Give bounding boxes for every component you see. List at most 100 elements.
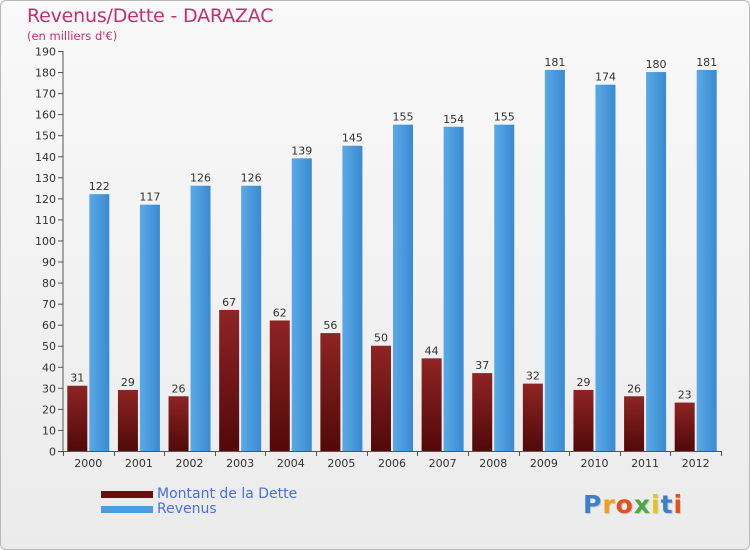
bar-revenus (139, 204, 160, 451)
data-label-revenus: 117 (139, 191, 160, 204)
data-label-revenus: 155 (393, 111, 414, 124)
x-tick-label: 2005 (327, 457, 355, 470)
data-label-revenus: 174 (595, 71, 616, 84)
bar-revenus (342, 145, 363, 451)
legend-label-revenus: Revenus (157, 501, 217, 517)
bar-revenus (89, 194, 110, 451)
data-label-revenus: 181 (696, 56, 717, 69)
data-label-debt: 26 (172, 382, 186, 395)
data-label-revenus: 126 (241, 172, 262, 185)
bar-debt (117, 389, 138, 451)
y-tick-label: 120 (35, 193, 56, 206)
bar-debt (624, 396, 645, 451)
logo-letter: i (651, 490, 661, 519)
labels: 31 122 29 117 26 126 67 126 62 139 56 145 50 155 44 154… (70, 56, 717, 402)
data-label-debt: 32 (526, 370, 540, 383)
y-tick-label: 40 (42, 361, 56, 374)
proxiti-logo: Proxiti (583, 490, 683, 519)
x-tick-label: 2000 (74, 457, 102, 470)
y-tick-label: 10 (42, 424, 56, 437)
data-label-revenus: 122 (89, 180, 110, 193)
bar-revenus (241, 185, 262, 451)
y-tick-label: 0 (49, 446, 56, 459)
data-label-revenus: 181 (544, 56, 565, 69)
data-label-debt: 37 (475, 359, 489, 372)
y-tick-label: 50 (42, 340, 56, 353)
y-tick-label: 30 (42, 382, 56, 395)
bar-revenus (494, 124, 515, 452)
x-tick-label: 2012 (682, 457, 710, 470)
y-tick-label: 150 (35, 130, 56, 143)
y-tick-label: 80 (42, 277, 56, 290)
data-label-debt: 67 (222, 296, 236, 309)
x-tick-label: 2003 (226, 457, 254, 470)
y-tick-label: 100 (35, 235, 56, 248)
data-label-revenus: 180 (646, 58, 667, 71)
bar-debt (269, 320, 290, 451)
x-tick-label: 2008 (479, 457, 507, 470)
x-tick-label: 2011 (631, 457, 659, 470)
legend-item-revenus: Revenus (101, 502, 297, 517)
bar-revenus (443, 126, 464, 451)
bar-debt (421, 358, 442, 451)
y-tick-label: 140 (35, 151, 56, 164)
bar-revenus (393, 124, 413, 452)
data-label-debt: 56 (323, 319, 337, 332)
data-label-debt: 31 (70, 372, 84, 385)
data-label-debt: 26 (627, 382, 641, 395)
logo-letter: r (602, 490, 616, 519)
data-label-revenus: 139 (291, 144, 312, 157)
data-label-revenus: 126 (190, 172, 211, 185)
y-tick-label: 60 (42, 319, 56, 332)
x-tick-label: 2006 (378, 457, 406, 470)
bar-debt (67, 385, 88, 451)
data-label-revenus: 154 (443, 113, 464, 126)
bar-revenus (646, 72, 667, 451)
y-tick-label: 90 (42, 256, 56, 269)
x-tick-label: 2002 (176, 457, 204, 470)
legend-label-debt: Montant de la Dette (157, 486, 298, 502)
bar-revenus (544, 69, 565, 452)
legend: Montant de la Dette Revenus (101, 487, 297, 517)
data-label-debt: 62 (273, 306, 287, 319)
data-label-debt: 44 (425, 344, 439, 357)
bar-revenus (291, 158, 312, 452)
axes: 0 10 20 30 40 50 60 70 80 90 100 110 120 130 140 150 160… (35, 46, 722, 470)
y-tick-label: 170 (35, 88, 56, 101)
bars (67, 69, 717, 452)
bar-debt (371, 345, 391, 451)
y-tick-label: 180 (35, 67, 56, 80)
x-tick-label: 2010 (580, 457, 608, 470)
data-label-revenus: 155 (494, 111, 515, 124)
logo-letter: i (673, 490, 684, 519)
y-tick-label: 20 (42, 403, 56, 416)
y-tick-label: 110 (35, 214, 56, 227)
data-label-debt: 23 (678, 389, 692, 402)
chart-subtitle: (en milliers d'€) (27, 29, 118, 43)
x-tick-label: 2007 (429, 457, 457, 470)
y-tick-label: 160 (35, 109, 56, 122)
bar-debt (573, 389, 594, 451)
bar-revenus (595, 84, 616, 452)
legend-item-debt: Montant de la Dette (101, 487, 297, 502)
x-tick-label: 2001 (125, 457, 153, 470)
data-label-revenus: 145 (342, 132, 363, 145)
logo-letter: P (583, 490, 603, 519)
bar-debt (168, 396, 189, 451)
bar-revenus (696, 69, 717, 452)
legend-swatch-debt (101, 491, 153, 498)
y-tick-label: 130 (35, 172, 56, 185)
logo-letter: t (660, 490, 674, 519)
bar-debt (522, 383, 543, 451)
logo-letter: o (615, 490, 634, 519)
bar-debt (320, 333, 341, 451)
x-tick-label: 2009 (530, 457, 558, 470)
data-label-debt: 29 (576, 376, 590, 389)
x-tick-label: 2004 (277, 457, 305, 470)
chart-title: Revenus/Dette - DARAZAC (27, 5, 274, 27)
bar-revenus (190, 185, 211, 451)
bar-debt (472, 373, 493, 451)
bar-debt (219, 309, 240, 451)
legend-swatch-revenus (101, 506, 153, 513)
